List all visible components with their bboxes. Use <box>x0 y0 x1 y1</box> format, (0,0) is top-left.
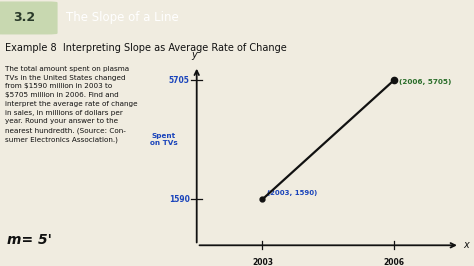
Text: m= 5': m= 5' <box>7 232 52 247</box>
Text: 3.2: 3.2 <box>14 11 36 24</box>
Text: 2006: 2006 <box>383 258 404 266</box>
Text: y: y <box>191 50 197 60</box>
Text: The Slope of a Line: The Slope of a Line <box>66 11 179 24</box>
Text: Example 8  Interpreting Slope as Average Rate of Change: Example 8 Interpreting Slope as Average … <box>5 43 286 53</box>
Text: (2006, 5705): (2006, 5705) <box>399 80 451 85</box>
FancyBboxPatch shape <box>0 2 57 34</box>
Text: The total amount spent on plasma
TVs in the United States changed
from $1590 mil: The total amount spent on plasma TVs in … <box>5 66 137 143</box>
Text: Spent
on TVs: Spent on TVs <box>150 133 177 146</box>
Text: 1590: 1590 <box>169 195 190 204</box>
Text: (2003, 1590): (2003, 1590) <box>267 190 318 196</box>
Text: x: x <box>464 240 469 250</box>
Text: 5705: 5705 <box>169 76 190 85</box>
Text: 2003: 2003 <box>252 258 273 266</box>
